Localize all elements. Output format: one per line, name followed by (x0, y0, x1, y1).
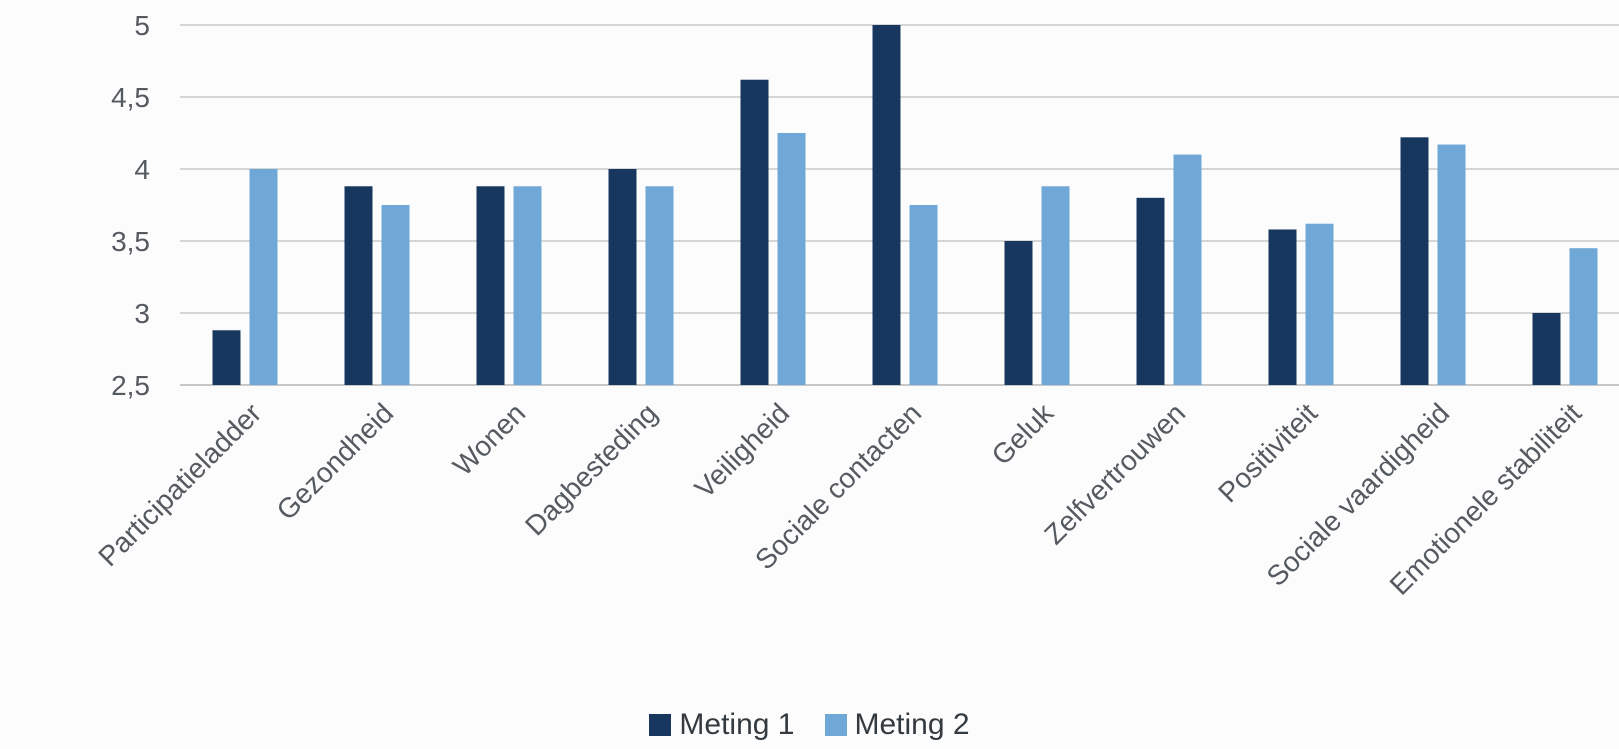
x-tick-label: Gezondheid (271, 397, 400, 526)
legend-item-meting-2: Meting 2 (824, 708, 970, 742)
bar-meting-1 (1004, 241, 1033, 385)
bar-meting-1 (1532, 313, 1561, 385)
x-tick-label: Veiligheid (689, 397, 796, 504)
bar-meting-1 (872, 25, 901, 385)
bar-meting-1 (1400, 137, 1429, 385)
bar-meting-2 (1569, 248, 1598, 385)
y-tick-label: 4 (134, 154, 150, 185)
legend-swatch-meting-1 (649, 714, 672, 736)
bar-meting-1 (1268, 229, 1297, 385)
y-tick-label: 3 (134, 298, 150, 329)
chart-legend: Meting 1 Meting 2 (0, 708, 1619, 742)
y-tick-label: 5 (134, 10, 150, 41)
y-tick-label: 4,5 (111, 82, 150, 113)
bar-meting-2 (777, 133, 806, 385)
x-tick-label: Zelfvertrouwen (1038, 397, 1191, 550)
legend-swatch-meting-2 (824, 714, 847, 736)
bar-meting-2 (381, 205, 410, 385)
bar-meting-2 (1437, 144, 1466, 385)
y-tick-label: 3,5 (111, 226, 150, 257)
bar-meting-2 (1041, 186, 1070, 385)
bar-meting-1 (1136, 197, 1165, 385)
y-tick-label: 2,5 (111, 370, 150, 401)
x-tick-label: Positiviteit (1212, 397, 1323, 508)
bar-meting-1 (344, 186, 373, 385)
bar-meting-2 (1305, 223, 1334, 385)
x-tick-label: Participatieladder (92, 397, 267, 572)
bar-meting-2 (645, 186, 674, 385)
bar-meting-1 (476, 186, 505, 385)
legend-label-meting-1: Meting 1 (679, 708, 795, 741)
x-tick-label: Wonen (447, 397, 531, 481)
legend-label-meting-2: Meting 2 (854, 708, 970, 741)
bar-meting-1 (608, 169, 637, 385)
x-tick-label: Geluk (986, 397, 1060, 471)
bar-meting-1 (740, 79, 769, 385)
bar-meting-2 (1173, 154, 1202, 385)
bar-meting-2 (249, 169, 278, 385)
legend-item-meting-1: Meting 1 (649, 708, 795, 742)
bar-meting-1 (212, 330, 241, 385)
bar-meting-2 (513, 186, 542, 385)
x-tick-label: Dagbesteding (519, 397, 663, 541)
bar-meting-2 (909, 205, 938, 385)
